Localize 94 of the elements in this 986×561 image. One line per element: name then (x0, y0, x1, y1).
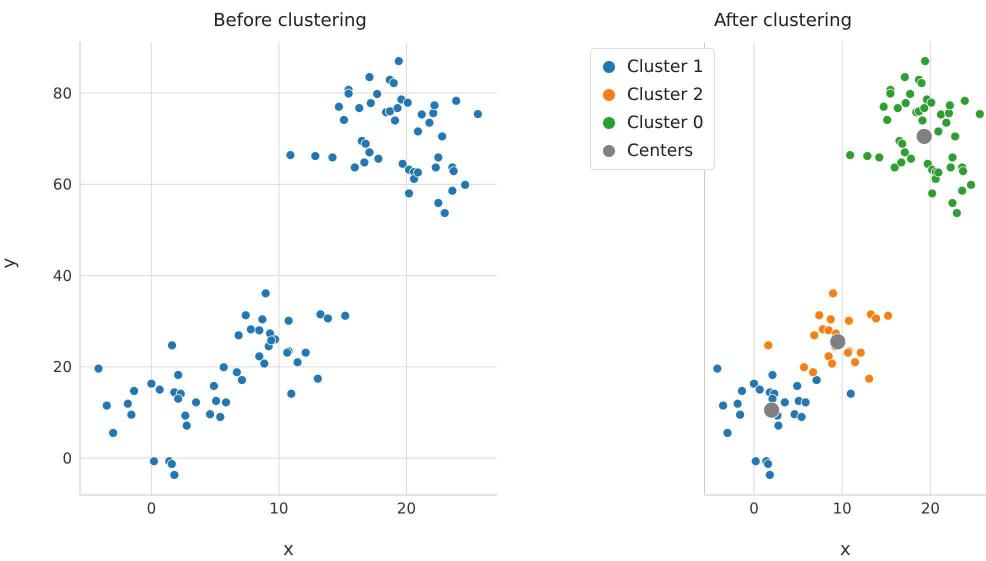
point (906, 154, 916, 164)
y-tick-label: 80 (52, 84, 72, 102)
point (824, 325, 834, 336)
point (814, 310, 824, 320)
point (826, 314, 836, 324)
point (800, 397, 810, 408)
y-tick-label: 40 (52, 266, 72, 285)
legend-label: Cluster 1 (627, 56, 704, 79)
point (763, 340, 774, 350)
point (952, 208, 962, 218)
point (948, 152, 958, 162)
point (878, 102, 889, 112)
point (941, 118, 952, 128)
point (827, 358, 837, 369)
point (957, 186, 968, 196)
point (732, 398, 743, 409)
x-tick-label: 20 (396, 500, 416, 518)
point (905, 89, 916, 99)
point (809, 330, 820, 340)
point (946, 162, 956, 172)
point (926, 98, 936, 108)
point (897, 138, 908, 149)
point (856, 348, 866, 358)
y-tick-label: 60 (52, 176, 72, 194)
point (916, 78, 926, 88)
legend-label: Cluster 0 (627, 112, 704, 135)
y-tick-label: 0 (62, 449, 72, 468)
point (896, 158, 906, 168)
chart-title: After clustering (713, 10, 853, 31)
point (948, 198, 958, 208)
point (918, 116, 928, 126)
point (768, 370, 778, 380)
point (958, 166, 968, 176)
point (890, 162, 900, 172)
point (718, 400, 728, 410)
point (845, 150, 856, 160)
point (936, 110, 946, 120)
x-tick-label: 10 (269, 500, 288, 518)
point (750, 456, 761, 466)
point (900, 148, 910, 158)
point (966, 180, 976, 190)
point (824, 351, 834, 362)
point (882, 115, 892, 125)
point (722, 428, 732, 438)
point (808, 367, 818, 378)
x-tick-label: 0 (146, 500, 156, 518)
point (900, 98, 911, 108)
x-axis-title: x (283, 539, 294, 560)
x-tick-label: 10 (832, 500, 852, 518)
point (829, 333, 846, 350)
point (933, 126, 944, 136)
point (883, 310, 893, 321)
point (874, 152, 884, 162)
point (749, 378, 759, 389)
point (796, 412, 807, 422)
point (792, 381, 802, 391)
point (919, 103, 930, 114)
point (950, 132, 960, 142)
point (764, 470, 775, 480)
chart-title: Before clustering (212, 10, 368, 31)
legend-label: Centers (627, 140, 694, 163)
x-tick-label: 0 (749, 500, 759, 518)
point (920, 56, 930, 66)
legend-label: Cluster 2 (627, 84, 704, 107)
point (735, 410, 746, 420)
point (960, 96, 970, 106)
point (862, 151, 872, 161)
point (844, 316, 854, 326)
point (846, 388, 856, 399)
y-axis-title: y (0, 258, 20, 268)
point (900, 72, 910, 82)
point (763, 459, 773, 469)
point (927, 188, 938, 198)
point (754, 384, 765, 395)
point (763, 402, 780, 419)
point (974, 109, 985, 119)
point (850, 357, 860, 368)
x-axis-title: x (840, 539, 851, 560)
point (933, 168, 944, 178)
point (885, 88, 896, 98)
point (864, 374, 874, 384)
point (828, 288, 838, 298)
x-tick-label: 20 (920, 500, 940, 518)
y-tick-label: 20 (52, 358, 72, 376)
point (944, 100, 955, 110)
point (737, 386, 747, 396)
point (871, 314, 881, 324)
point (780, 397, 790, 408)
point (892, 103, 903, 114)
point (812, 375, 822, 385)
point (916, 128, 933, 145)
point (799, 362, 809, 372)
point (774, 420, 784, 431)
point (712, 364, 722, 374)
